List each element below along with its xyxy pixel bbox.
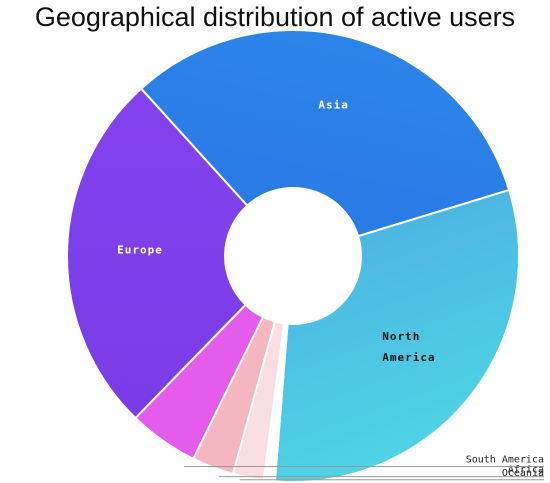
slice-label-europe: Europe	[117, 243, 163, 256]
slice-europe	[66, 87, 249, 420]
slice-label-asia: Asia	[318, 98, 349, 111]
chart-title: Geographical distribution of active user…	[34, 2, 516, 32]
slice-label-africa: Africa	[508, 465, 544, 476]
slice-label-south-america: South America	[466, 455, 544, 466]
slice-north-america	[273, 188, 520, 483]
slice-asia	[139, 29, 511, 238]
slice-label-oceania: Oceania	[502, 468, 544, 479]
slice-label-north-america: North America	[382, 330, 435, 364]
